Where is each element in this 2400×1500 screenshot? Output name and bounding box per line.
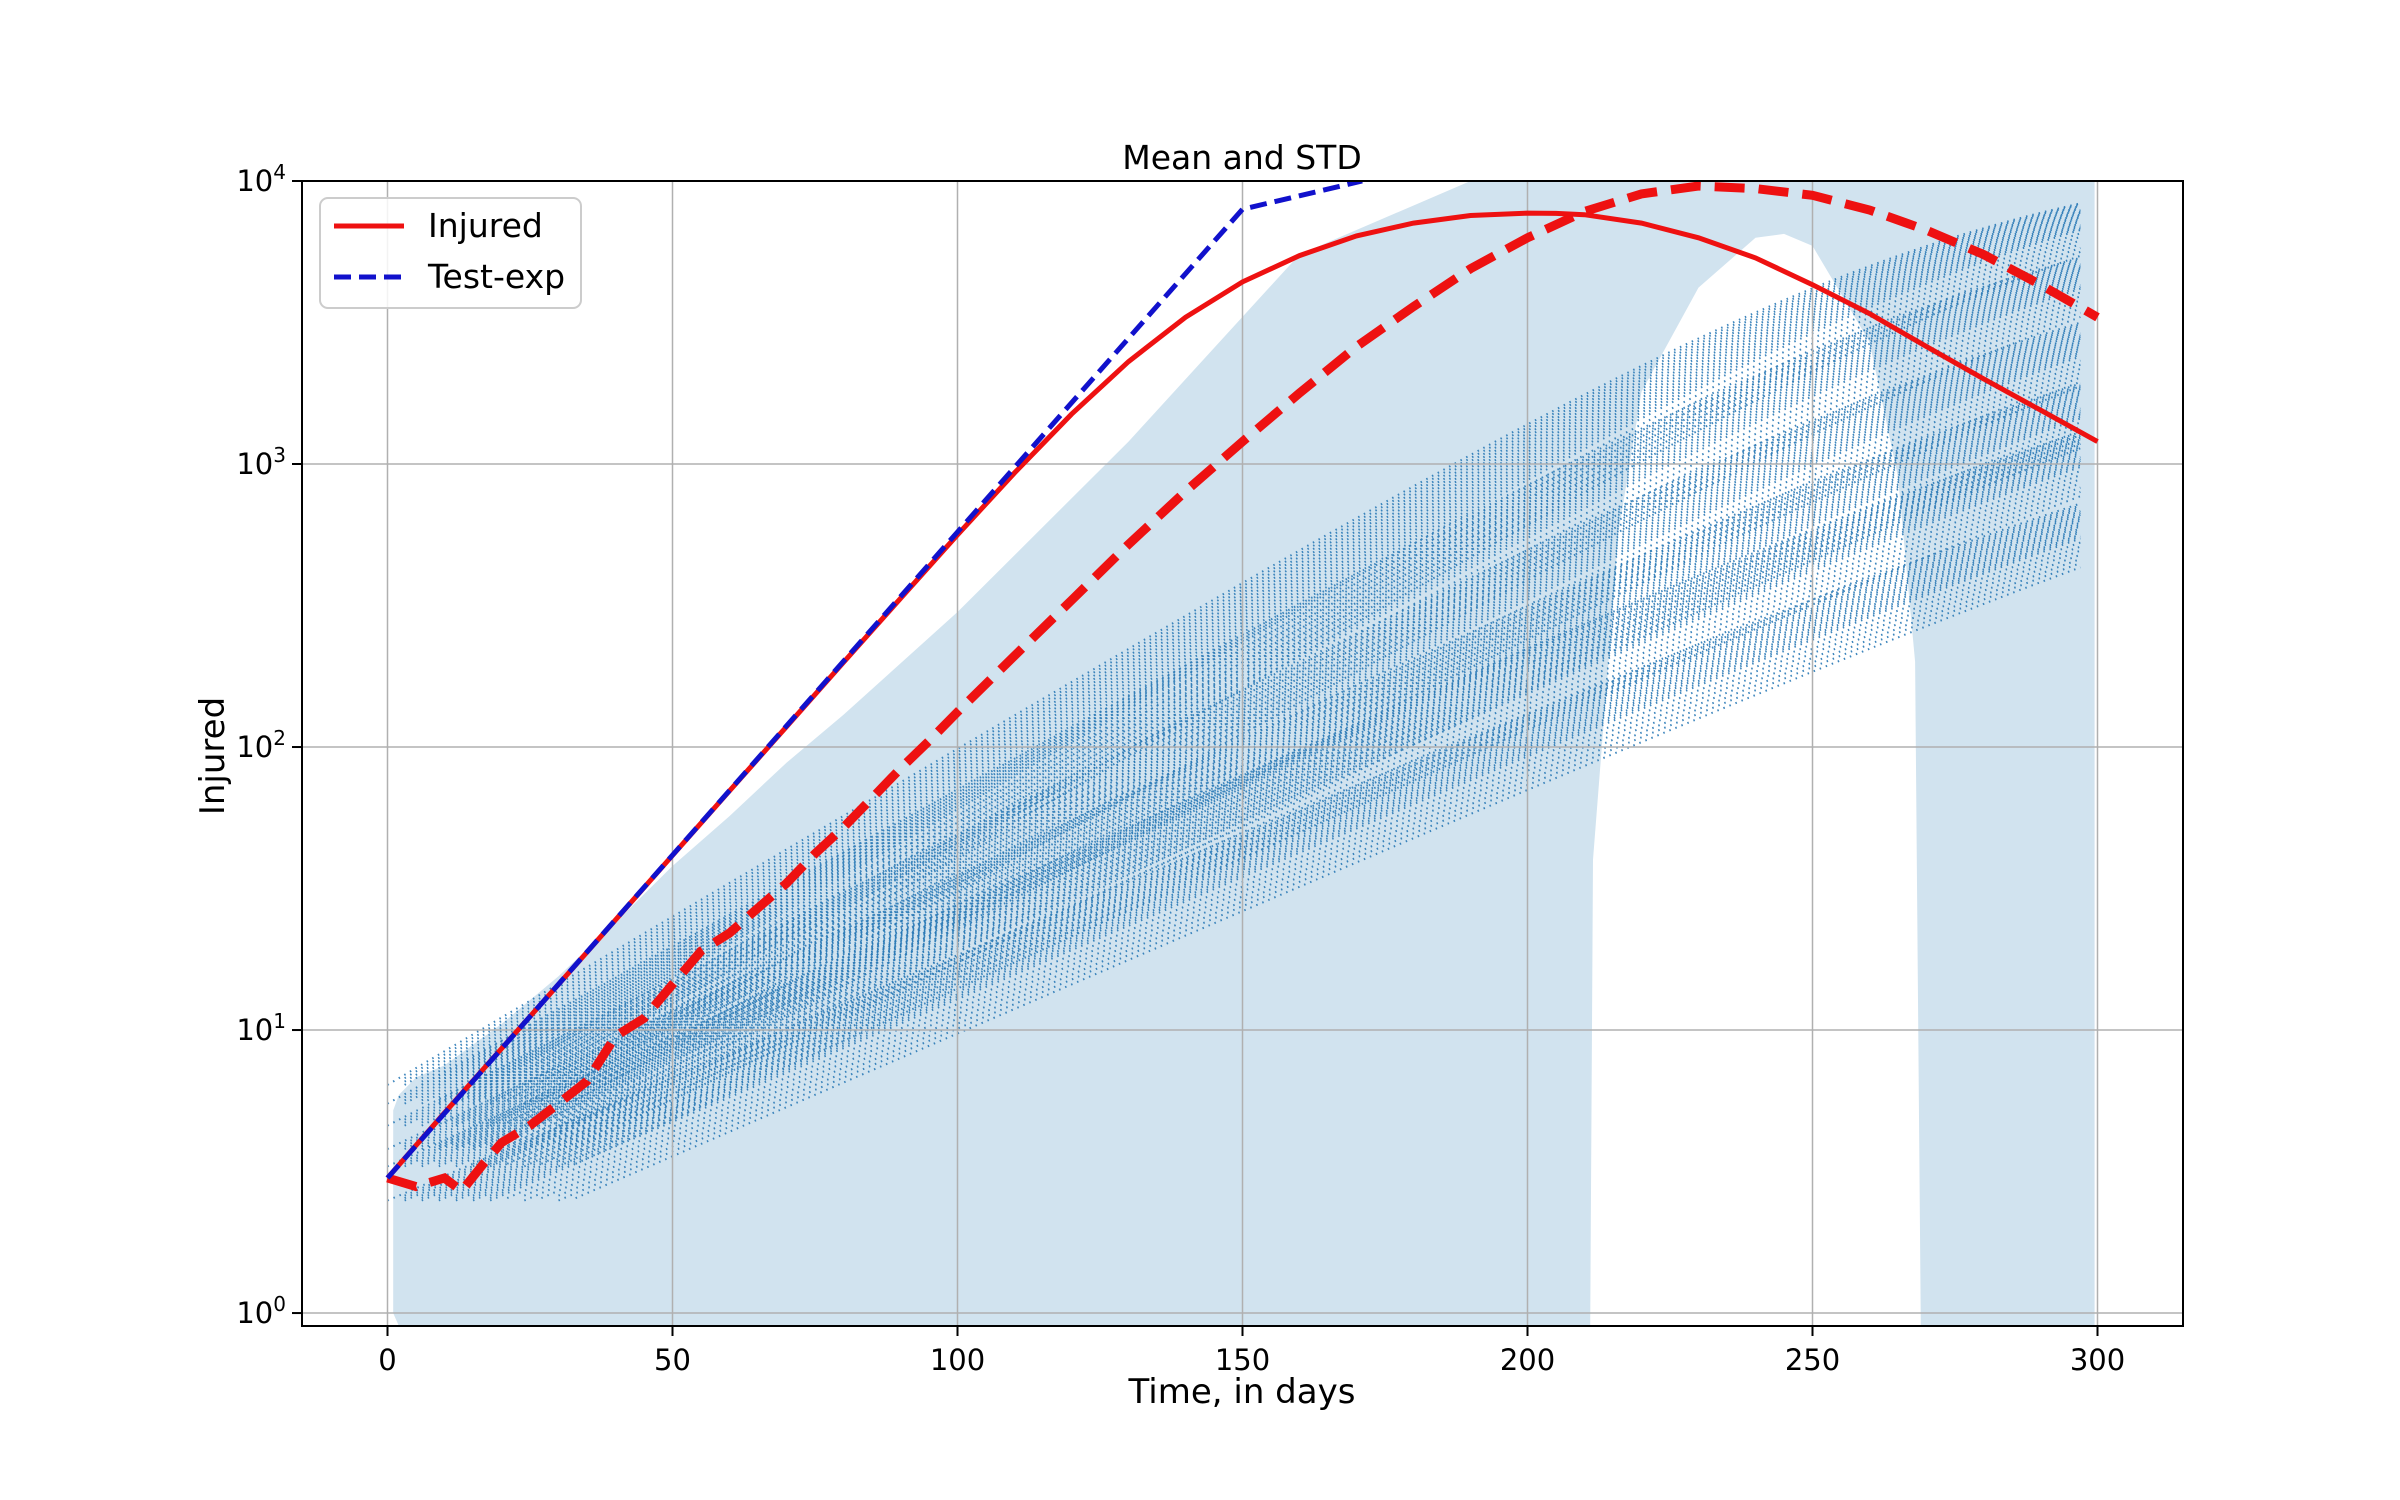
sample-run <box>387 382 2081 1150</box>
sample-run <box>421 330 2081 1124</box>
y-tick-label: 100 <box>236 1292 286 1330</box>
sample-run <box>575 316 2081 1102</box>
chart-title: Mean and STD <box>1122 138 1362 177</box>
x-axis-label: Time, in days <box>1128 1372 1356 1412</box>
legend: Injured Test-exp <box>319 197 582 309</box>
x-tick-label: 300 <box>2070 1343 2125 1377</box>
sample-run <box>489 535 2081 1200</box>
series-dashed-mean <box>386 181 2100 1198</box>
sample-run <box>455 276 2081 1105</box>
x-tick-label: 50 <box>654 1343 691 1377</box>
sample-run <box>472 411 2081 1150</box>
sample-run <box>489 533 2081 1197</box>
y-tick-label: 103 <box>236 443 286 481</box>
sample-run <box>506 470 2081 1165</box>
sample-run <box>404 506 2081 1200</box>
sample-run <box>558 558 2081 1197</box>
x-tick-label: 150 <box>1215 1343 1270 1377</box>
sample-run <box>421 389 2081 1145</box>
sample-run <box>386 202 2081 1086</box>
sample-run <box>472 407 2081 1145</box>
sample-run <box>438 269 2081 1102</box>
x-axis: 0 50 100 150 200 250 300 <box>378 1326 2125 1377</box>
sample-run <box>455 403 2081 1148</box>
y-tick-label: 101 <box>236 1009 286 1047</box>
series-test-exp <box>385 181 1363 1180</box>
series-injured <box>385 210 2099 1180</box>
sample-run <box>421 438 2081 1163</box>
sample-run <box>540 303 2081 1102</box>
sample-run <box>489 285 2081 1102</box>
x-tick-label: 100 <box>930 1343 985 1377</box>
sample-run <box>472 280 2081 1102</box>
sample-run <box>438 334 2081 1121</box>
sample-run <box>455 274 2081 1102</box>
legend-label-test-exp: Test-exp <box>427 257 565 296</box>
sample-run <box>540 482 2081 1165</box>
sample-run <box>455 401 2081 1145</box>
sample-run <box>489 283 2081 1099</box>
sample-run <box>421 440 2081 1165</box>
sample-run <box>455 405 2081 1150</box>
sample-run <box>421 332 2081 1127</box>
sample-run <box>523 363 2081 1121</box>
y-tick-label: 104 <box>236 160 286 198</box>
sample-run <box>421 328 2081 1121</box>
sample-run <box>558 490 2081 1168</box>
sample-run <box>438 336 2081 1124</box>
sample-run <box>387 321 2081 1127</box>
sample-run <box>438 268 2081 1099</box>
x-tick-label: 0 <box>378 1343 396 1377</box>
sample-run <box>575 566 2081 1200</box>
y-axis: 100 101 102 103 104 <box>236 160 302 1330</box>
x-tick-label: 200 <box>1500 1343 1555 1377</box>
sample-run <box>506 541 2081 1200</box>
sample-run <box>506 421 2081 1148</box>
sample-run <box>421 442 2081 1168</box>
sample-run <box>421 210 2081 1086</box>
sample-run <box>455 341 2081 1124</box>
x-tick-label: 250 <box>1785 1343 1840 1377</box>
sample-run <box>506 291 2081 1102</box>
sample-run <box>472 409 2081 1148</box>
sample-run <box>455 523 2081 1200</box>
sample-run <box>421 393 2081 1150</box>
sample-run <box>506 232 2081 1083</box>
sample-run <box>523 367 2081 1127</box>
sample-run <box>421 209 2081 1083</box>
legend-label-injured: Injured <box>428 206 543 245</box>
sample-run <box>455 339 2081 1121</box>
y-axis-label: Injured <box>193 697 233 815</box>
sample-run <box>558 562 2081 1202</box>
sample-run <box>387 431 2081 1168</box>
sample-run <box>438 337 2081 1127</box>
grid <box>302 181 2183 1326</box>
sample-run <box>558 486 2081 1163</box>
sample-run <box>421 391 2081 1148</box>
y-tick-label: 102 <box>236 726 286 764</box>
sample-run <box>404 504 2081 1197</box>
sample-run <box>489 537 2081 1202</box>
sample-run <box>455 525 2081 1202</box>
plot-area <box>302 181 2183 1326</box>
sample-run <box>421 207 2081 1080</box>
sample-run <box>438 397 2081 1148</box>
